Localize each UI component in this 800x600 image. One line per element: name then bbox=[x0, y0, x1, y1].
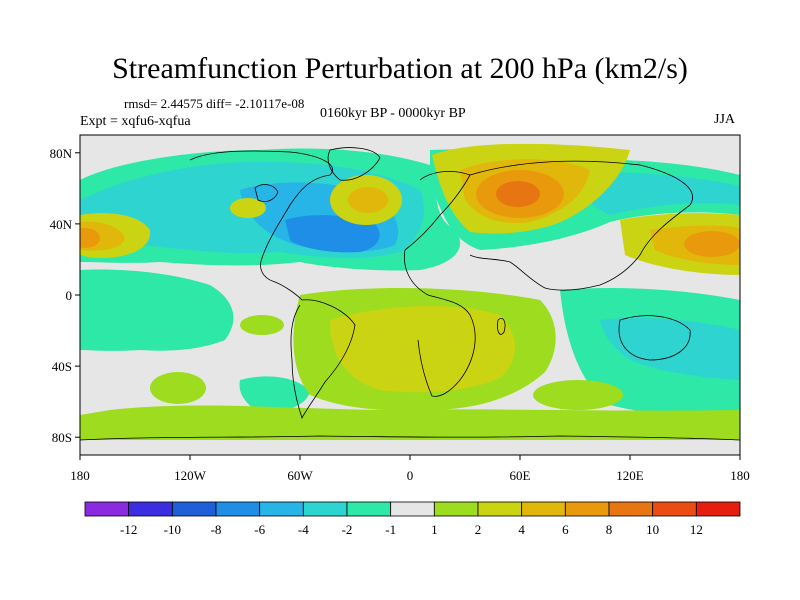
antarctica-coast bbox=[80, 435, 740, 441]
colorbar-label-8: 2 bbox=[475, 522, 482, 537]
colorbar-swatch-9 bbox=[477, 501, 523, 517]
colorbar-label-13: 12 bbox=[690, 522, 703, 537]
colorbar-swatch-10 bbox=[521, 501, 566, 517]
eurasia-positive-max bbox=[496, 181, 540, 207]
colorbar-swatch-1 bbox=[128, 501, 173, 517]
coastlines bbox=[80, 147, 740, 441]
lon-tick-label-5: 120E bbox=[616, 468, 644, 483]
colorbar-swatch-8 bbox=[433, 501, 479, 517]
colorbar-swatch-7 bbox=[390, 501, 435, 517]
colorbar-swatch-0 bbox=[84, 501, 130, 517]
colorbar-swatch-4 bbox=[259, 501, 304, 517]
colorbar-label-4: -4 bbox=[298, 522, 309, 537]
dateline-positive-west-max bbox=[80, 228, 100, 248]
colorbar-swatch-12 bbox=[608, 501, 654, 517]
atlantic-positive-inner bbox=[348, 187, 388, 213]
colorbar-swatch-6 bbox=[346, 501, 392, 517]
lat-tick-label-4: 80S bbox=[52, 430, 72, 445]
south-atlantic-negative bbox=[239, 376, 310, 412]
colorbar-swatch-11 bbox=[564, 501, 610, 517]
map-title: Streamfunction Perturbation at 200 hPa (… bbox=[112, 52, 688, 85]
antarctic-neutral bbox=[80, 440, 740, 455]
season-label: JJA bbox=[714, 112, 736, 127]
colorbar-label-3: -6 bbox=[254, 522, 265, 537]
equatorial-positive-blob bbox=[240, 315, 284, 335]
streamfunction-field bbox=[80, 135, 740, 455]
lon-tick-label-6: 180 bbox=[730, 468, 750, 483]
canada-positive bbox=[230, 198, 266, 218]
colorbar-label-5: -2 bbox=[342, 522, 353, 537]
south-positive-mid bbox=[330, 305, 515, 393]
south-america-coast bbox=[290, 299, 356, 420]
colorbar-label-10: 6 bbox=[562, 522, 569, 537]
colorbar-label-0: -12 bbox=[120, 522, 137, 537]
colorbar-label-7: 1 bbox=[431, 522, 438, 537]
lon-tick-label-2: 60W bbox=[287, 468, 313, 483]
north-america-coast bbox=[189, 150, 333, 301]
latitude-axis: 80N 40N 0 40S 80S bbox=[50, 146, 80, 445]
australia-coast bbox=[618, 315, 691, 361]
colorbar-swatch-13 bbox=[652, 501, 697, 517]
colorbar-label-1: -10 bbox=[164, 522, 181, 537]
lat-tick-label-1: 40N bbox=[50, 217, 73, 232]
lon-tick-label-4: 60E bbox=[510, 468, 531, 483]
south-pacific-negative bbox=[80, 269, 234, 351]
colorbar-label-2: -8 bbox=[211, 522, 222, 537]
experiment-label: Expt = xqfu6-xqfua bbox=[80, 114, 191, 129]
period-label: 0160kyr BP - 0000kyr BP bbox=[320, 106, 466, 121]
greenland-coast bbox=[327, 147, 381, 181]
madagascar-coast bbox=[497, 317, 506, 335]
south-pacific-positive-blob bbox=[150, 372, 206, 404]
colorbar-swatch-3 bbox=[215, 501, 261, 517]
lon-tick-label-0: 180 bbox=[70, 468, 90, 483]
colorbar-label-12: 10 bbox=[646, 522, 659, 537]
dateline-positive-east-max bbox=[684, 231, 740, 257]
colorbar-swatch-5 bbox=[302, 501, 348, 517]
europe-africa-coast bbox=[403, 170, 476, 397]
colorbar-label-11: 8 bbox=[606, 522, 613, 537]
southern-ocean-positive bbox=[80, 405, 740, 440]
lon-tick-label-3: 0 bbox=[407, 468, 414, 483]
lon-tick-label-1: 120W bbox=[174, 468, 207, 483]
lat-tick-label-3: 40S bbox=[52, 359, 72, 374]
south-indian-positive-blob bbox=[533, 380, 623, 410]
colorbar-swatch-2 bbox=[171, 501, 217, 517]
colorbar-swatch-14 bbox=[695, 501, 741, 517]
rmsd-diff-stats: rmsd= 2.44575 diff= -2.10117e-08 bbox=[124, 96, 305, 111]
lat-tick-label-0: 80N bbox=[50, 146, 73, 161]
lat-tick-label-2: 0 bbox=[66, 288, 73, 303]
longitude-axis: 180 120W 60W 0 60E 120E 180 bbox=[70, 455, 750, 483]
colorbar: -12 -10 -8 -6 -4 -2 -1 1 2 4 6 8 10 12 bbox=[84, 501, 741, 537]
asia-coast bbox=[469, 160, 693, 291]
indian-ocean-negative-core bbox=[600, 318, 740, 380]
colorbar-label-6: -1 bbox=[385, 522, 396, 537]
north-negative-deep bbox=[285, 215, 380, 253]
colorbar-label-9: 4 bbox=[518, 522, 525, 537]
